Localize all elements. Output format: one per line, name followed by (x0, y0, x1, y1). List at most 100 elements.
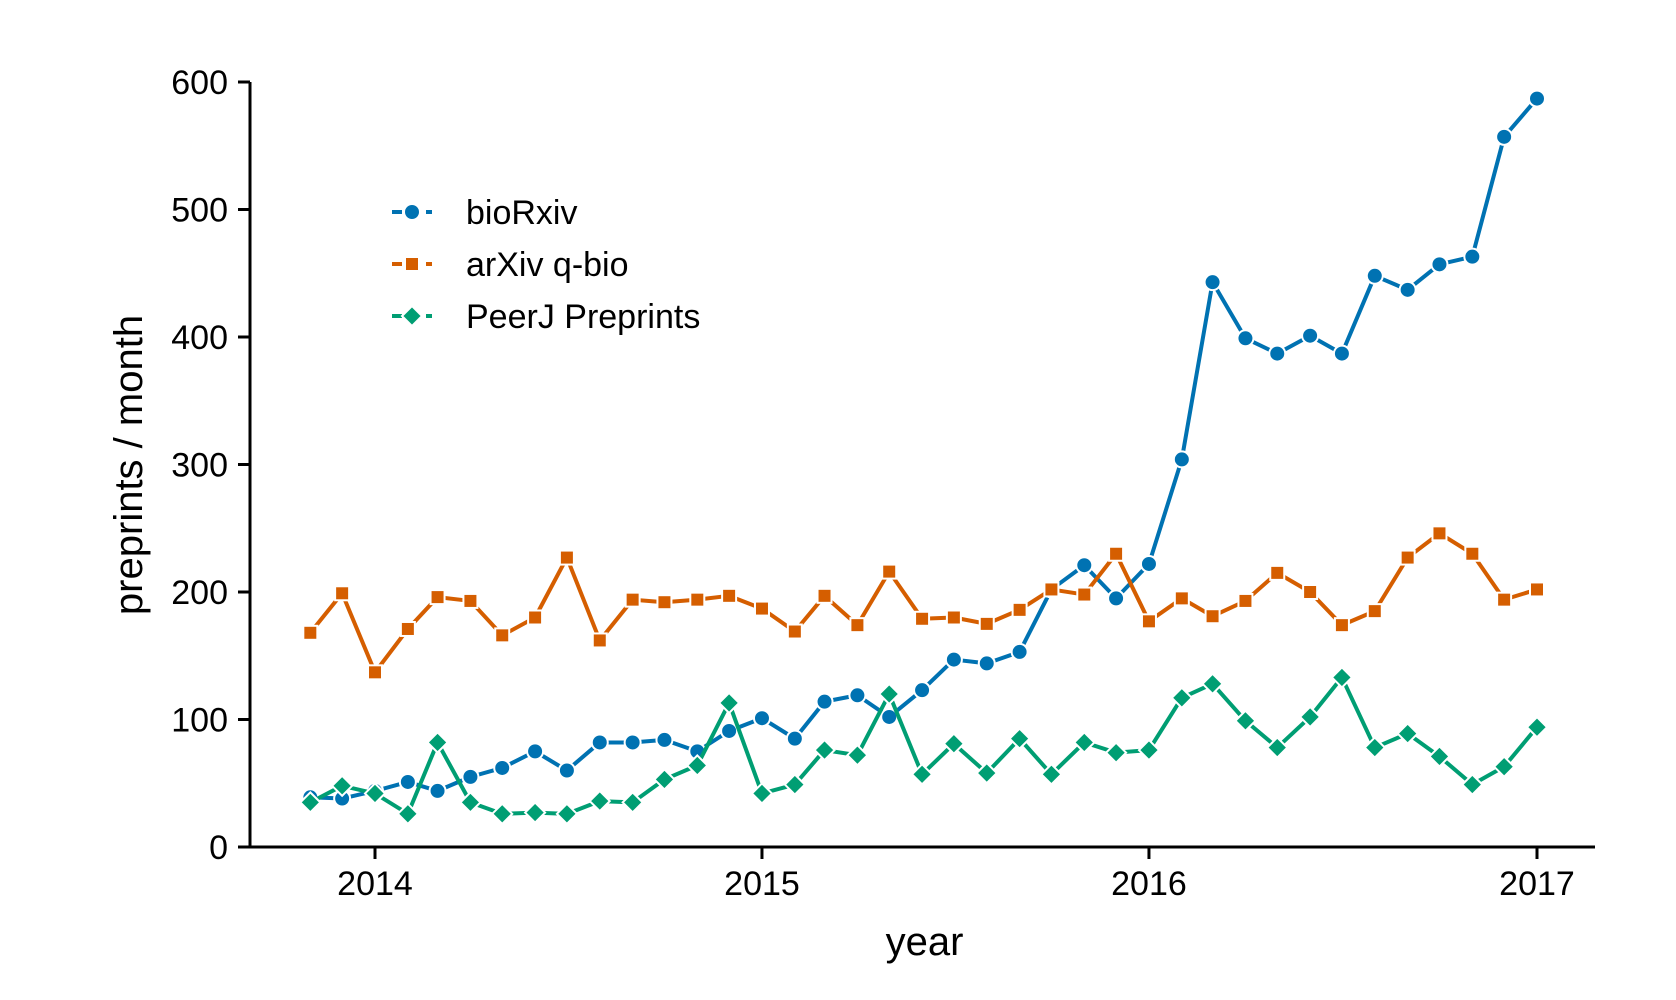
data-point (624, 591, 641, 608)
data-point (298, 790, 322, 814)
series-biorxiv (301, 89, 1546, 808)
legend: bioRxiv arXiv q-bio PeerJ Preprints (392, 194, 700, 336)
series-segment (1146, 457, 1184, 566)
series-segment (1470, 134, 1507, 259)
x-tick-label: 2017 (1499, 865, 1575, 903)
series-segment (1210, 681, 1248, 723)
data-point (1464, 545, 1481, 562)
data-point (1301, 326, 1320, 345)
x-tick-label: 2015 (724, 865, 800, 903)
data-point (459, 790, 482, 814)
data-point (1170, 686, 1194, 710)
data-point (975, 761, 999, 785)
data-point (1265, 736, 1289, 759)
y-tick-label: 0 (209, 829, 228, 867)
series-segment (564, 555, 602, 643)
data-point (1428, 745, 1451, 768)
y-tick-label: 400 (171, 319, 228, 357)
data-point (1399, 549, 1416, 566)
data-point (1492, 755, 1516, 779)
data-point (1396, 722, 1420, 745)
data-point (367, 664, 383, 681)
series-segment (855, 569, 892, 628)
data-point (1107, 589, 1126, 608)
data-point (1072, 731, 1096, 754)
series-segment (1210, 280, 1248, 341)
series-segment (1308, 675, 1344, 719)
y-axis-title: preprints / month (107, 315, 151, 615)
data-point (978, 615, 995, 632)
data-point (1460, 773, 1484, 796)
legend-item: PeerJ Preprints (392, 298, 700, 336)
data-point (399, 620, 416, 637)
data-point (914, 610, 931, 627)
data-point (945, 609, 962, 626)
data-point (1496, 591, 1513, 608)
data-point (1137, 738, 1161, 762)
data-point (1528, 89, 1546, 108)
y-axis: 0 100 200 300 400 500 600 (171, 64, 252, 867)
data-point (849, 617, 866, 634)
x-axis-title: year (886, 920, 964, 964)
data-point (1201, 672, 1224, 696)
series-segment (1017, 587, 1054, 654)
data-point (913, 681, 932, 700)
legend-marker (403, 203, 421, 221)
data-point (881, 563, 898, 580)
data-point (1268, 344, 1287, 363)
y-tick-label: 500 (171, 192, 228, 230)
data-point (1172, 450, 1191, 469)
series-segment (1339, 675, 1377, 750)
data-point (1495, 127, 1514, 146)
series-segment (1179, 280, 1215, 462)
data-point (721, 587, 738, 604)
series-segment (1339, 273, 1377, 356)
data-point (494, 627, 511, 644)
series-segment (533, 555, 569, 620)
data-point (523, 801, 547, 824)
data-point (656, 594, 673, 611)
legend-label: PeerJ Preprints (466, 298, 700, 336)
data-point (783, 773, 807, 796)
data-point (623, 733, 642, 752)
data-point (942, 732, 966, 756)
series-segment (1114, 551, 1151, 624)
data-point (653, 768, 676, 791)
data-point (398, 772, 417, 791)
data-point (944, 650, 963, 669)
y-tick-label: 300 (171, 447, 228, 485)
series-layer (298, 89, 1549, 826)
data-point (334, 585, 351, 602)
data-point (1269, 564, 1286, 581)
data-point (1204, 608, 1221, 625)
data-point (1173, 590, 1190, 607)
data-point (786, 623, 803, 640)
data-point (557, 761, 576, 780)
data-point (877, 682, 901, 706)
data-point (1430, 255, 1449, 274)
data-point (816, 587, 833, 604)
data-point (1075, 556, 1094, 575)
data-point (493, 758, 512, 777)
legend-marker (404, 256, 420, 272)
data-point (1363, 736, 1387, 759)
data-point (330, 774, 354, 798)
x-axis: 2014 2015 2016 2017 (245, 845, 1595, 903)
data-point (1203, 273, 1222, 292)
legend-item: bioRxiv (392, 194, 577, 232)
series-arxiv-q-bio (302, 525, 1545, 681)
data-point (1463, 247, 1482, 266)
data-point (527, 609, 544, 626)
data-point (1330, 666, 1354, 689)
data-point (1008, 727, 1032, 751)
series-segment (727, 700, 764, 796)
data-point (590, 733, 609, 752)
series-segment (887, 692, 925, 777)
data-point (1140, 613, 1157, 630)
data-point (1139, 554, 1158, 573)
data-point (977, 654, 996, 673)
series-segment (1372, 555, 1410, 614)
y-tick-label: 600 (171, 64, 228, 102)
data-point (396, 802, 420, 826)
